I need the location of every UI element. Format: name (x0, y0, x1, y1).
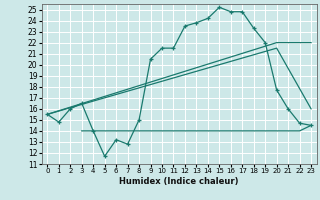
X-axis label: Humidex (Indice chaleur): Humidex (Indice chaleur) (119, 177, 239, 186)
